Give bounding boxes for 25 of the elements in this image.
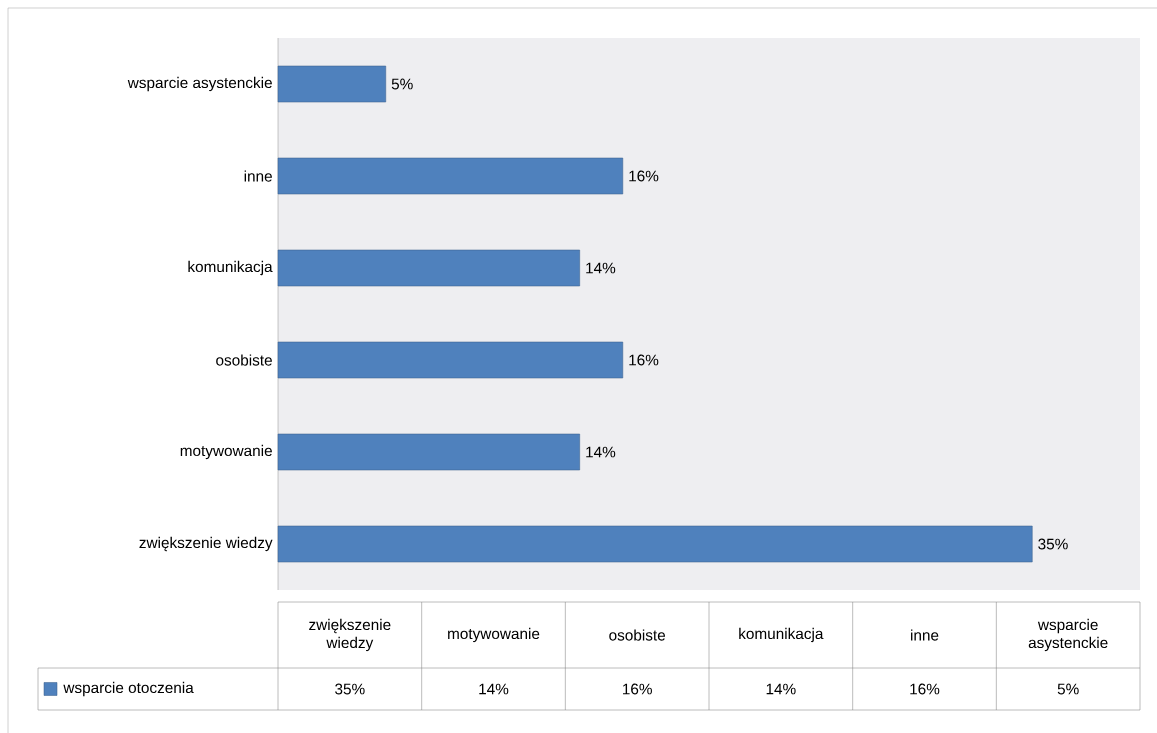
data-label: 16% — [629, 354, 659, 366]
y-tick-label: komunikacja — [188, 260, 273, 276]
text: 16% — [910, 683, 940, 695]
data-label: 35% — [1038, 538, 1068, 550]
text: 35% — [335, 683, 365, 695]
legend-label: wsparcie otoczenia — [63, 681, 194, 697]
data-label: 16% — [629, 170, 659, 182]
category-label: osobiste — [609, 629, 666, 641]
y-tick-label: zwiększenie wiedzy — [139, 536, 273, 552]
data-label: 14% — [586, 446, 616, 458]
category-label: zwiększenie wiedzy — [309, 618, 391, 652]
y-tick-label: wsparcie asystenckie — [127, 76, 272, 92]
data-label: 5% — [391, 78, 413, 90]
y-tick-label: inne — [244, 170, 272, 182]
text: 14% — [766, 683, 796, 695]
y-tick-label: osobiste — [216, 354, 272, 366]
category-label: komunikacja — [739, 627, 824, 643]
text: 16% — [623, 683, 652, 695]
category-label: motywowanie — [448, 627, 540, 643]
y-tick-label: motywowanie — [180, 444, 272, 460]
category-label: inne — [911, 629, 939, 641]
data-label: 14% — [586, 262, 616, 274]
text: 5% — [1057, 683, 1079, 695]
text: 14% — [479, 683, 509, 695]
category-label: wsparcie asystenckie — [1028, 618, 1108, 652]
